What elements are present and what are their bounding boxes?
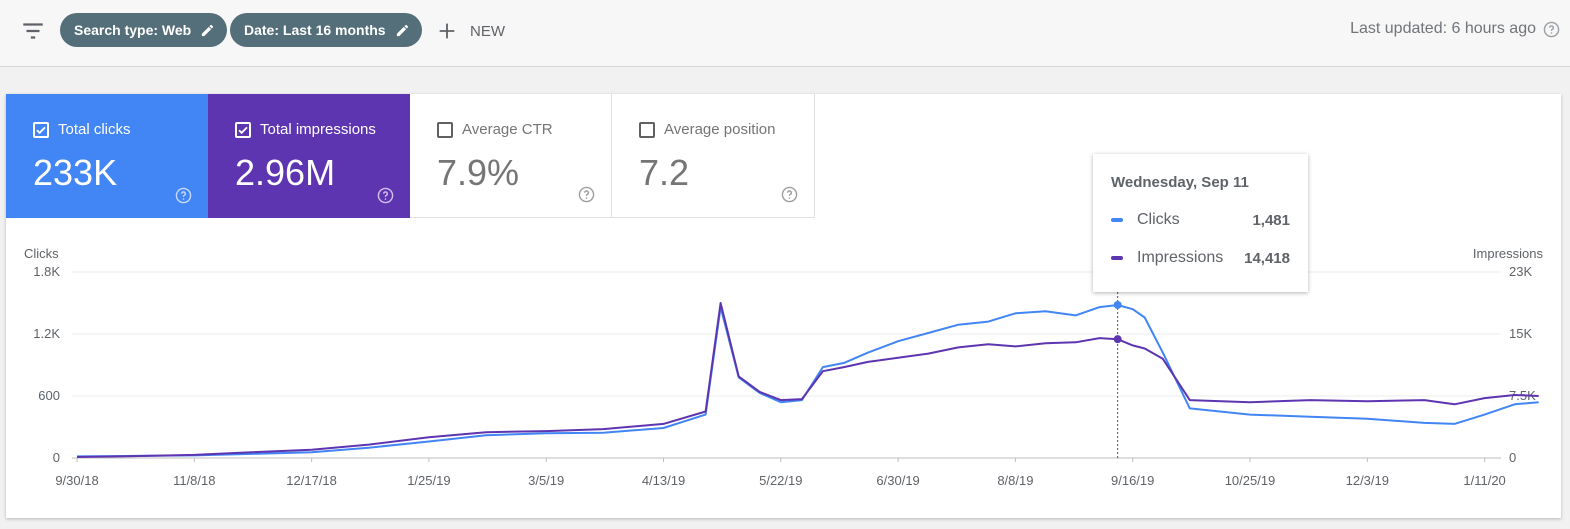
- checkbox-unchecked-icon[interactable]: [437, 121, 453, 138]
- help-icon[interactable]: [781, 186, 798, 203]
- y-tick-label-left: 600: [38, 388, 60, 403]
- series-swatch: [1111, 256, 1123, 260]
- metric-label: Average CTR: [462, 121, 553, 138]
- x-tick-label: 9/30/18: [55, 473, 98, 488]
- new-filter-button[interactable]: NEW: [436, 16, 505, 46]
- plus-icon: [439, 23, 455, 39]
- help-icon[interactable]: [175, 187, 192, 204]
- x-tick-label: 12/3/19: [1346, 473, 1389, 488]
- x-tick-label: 8/8/19: [997, 473, 1033, 488]
- y-tick-label-right: 15K: [1509, 326, 1532, 341]
- x-tick-label: 1/11/20: [1463, 473, 1505, 488]
- performance-card: Total clicks 233K Total impressions 2.96…: [6, 94, 1561, 518]
- tooltip-row-clicks: Clicks 1,481: [1111, 211, 1290, 229]
- metric-total-impressions[interactable]: Total impressions 2.96M: [208, 94, 410, 218]
- checkbox-checked-icon[interactable]: [235, 121, 251, 138]
- x-tick-label: 10/25/19: [1225, 473, 1276, 488]
- y-axis-title-right: Impressions: [1473, 246, 1544, 261]
- help-icon[interactable]: [377, 187, 394, 204]
- metric-value: 7.9%: [437, 152, 520, 193]
- toolbar: Search type: Web Date: Last 16 months NE…: [0, 0, 1570, 67]
- filter-list-icon[interactable]: [20, 18, 46, 44]
- chart-tooltip: Wednesday, Sep 11 Clicks 1,481 Impressio…: [1093, 154, 1308, 292]
- hover-point-clicks: [1113, 300, 1122, 309]
- series-line-clicks: [76, 304, 1539, 458]
- x-tick-label: 4/13/19: [642, 473, 685, 488]
- tooltip-series-value: 14,418: [1244, 249, 1290, 267]
- metric-value: 2.96M: [235, 152, 336, 193]
- tooltip-row-impressions: Impressions 14,418: [1111, 249, 1290, 267]
- checkbox-unchecked-icon[interactable]: [639, 121, 655, 138]
- metric-label: Total impressions: [260, 121, 376, 138]
- chip-label: Date: Last 16 months: [244, 22, 386, 38]
- edit-pencil-icon: [396, 24, 408, 36]
- metric-label: Average position: [664, 121, 776, 138]
- x-tick-label: 12/17/18: [286, 473, 337, 488]
- metric-value: 7.2: [639, 152, 690, 193]
- metric-total-clicks[interactable]: Total clicks 233K: [6, 94, 208, 218]
- x-tick-label: 6/30/19: [876, 473, 919, 488]
- series-swatch: [1111, 218, 1123, 222]
- tooltip-date: Wednesday, Sep 11: [1111, 174, 1249, 191]
- y-tick-label-left: 1.8K: [33, 264, 60, 279]
- help-icon[interactable]: [1543, 21, 1560, 38]
- checkbox-checked-icon[interactable]: [33, 121, 49, 138]
- help-icon[interactable]: [578, 186, 595, 203]
- tooltip-series-name: Clicks: [1137, 211, 1180, 228]
- y-axis-title-left: Clicks: [24, 246, 59, 261]
- edit-pencil-icon: [202, 24, 214, 36]
- x-tick-label: 5/22/19: [759, 473, 802, 488]
- metric-label: Total clicks: [58, 121, 131, 138]
- metric-average-position[interactable]: Average position 7.2: [612, 94, 815, 218]
- metric-value: 233K: [33, 152, 118, 193]
- x-tick-label: 3/5/19: [528, 473, 564, 488]
- metric-average-ctr[interactable]: Average CTR 7.9%: [410, 94, 612, 218]
- tooltip-series-name: Impressions: [1137, 249, 1224, 266]
- y-tick-label-left: 1.2K: [33, 326, 60, 341]
- hover-point-impressions: [1113, 335, 1122, 344]
- x-tick-label: 11/8/18: [173, 473, 215, 488]
- y-tick-label-right: 23K: [1509, 264, 1532, 279]
- x-tick-label: 1/25/19: [407, 473, 450, 488]
- date-range-chip[interactable]: Date: Last 16 months: [230, 13, 422, 47]
- search-type-chip[interactable]: Search type: Web: [60, 13, 228, 47]
- chip-label: Search type: Web: [74, 22, 192, 38]
- x-tick-label: 9/16/19: [1111, 473, 1154, 488]
- y-tick-label-right: 0: [1509, 450, 1516, 465]
- tooltip-series-value: 1,481: [1252, 211, 1290, 229]
- series-line-impressions: [76, 302, 1539, 458]
- last-updated-text: Last updated: 6 hours ago: [1350, 20, 1536, 37]
- y-tick-label-left: 0: [53, 450, 60, 465]
- new-label: NEW: [470, 22, 505, 40]
